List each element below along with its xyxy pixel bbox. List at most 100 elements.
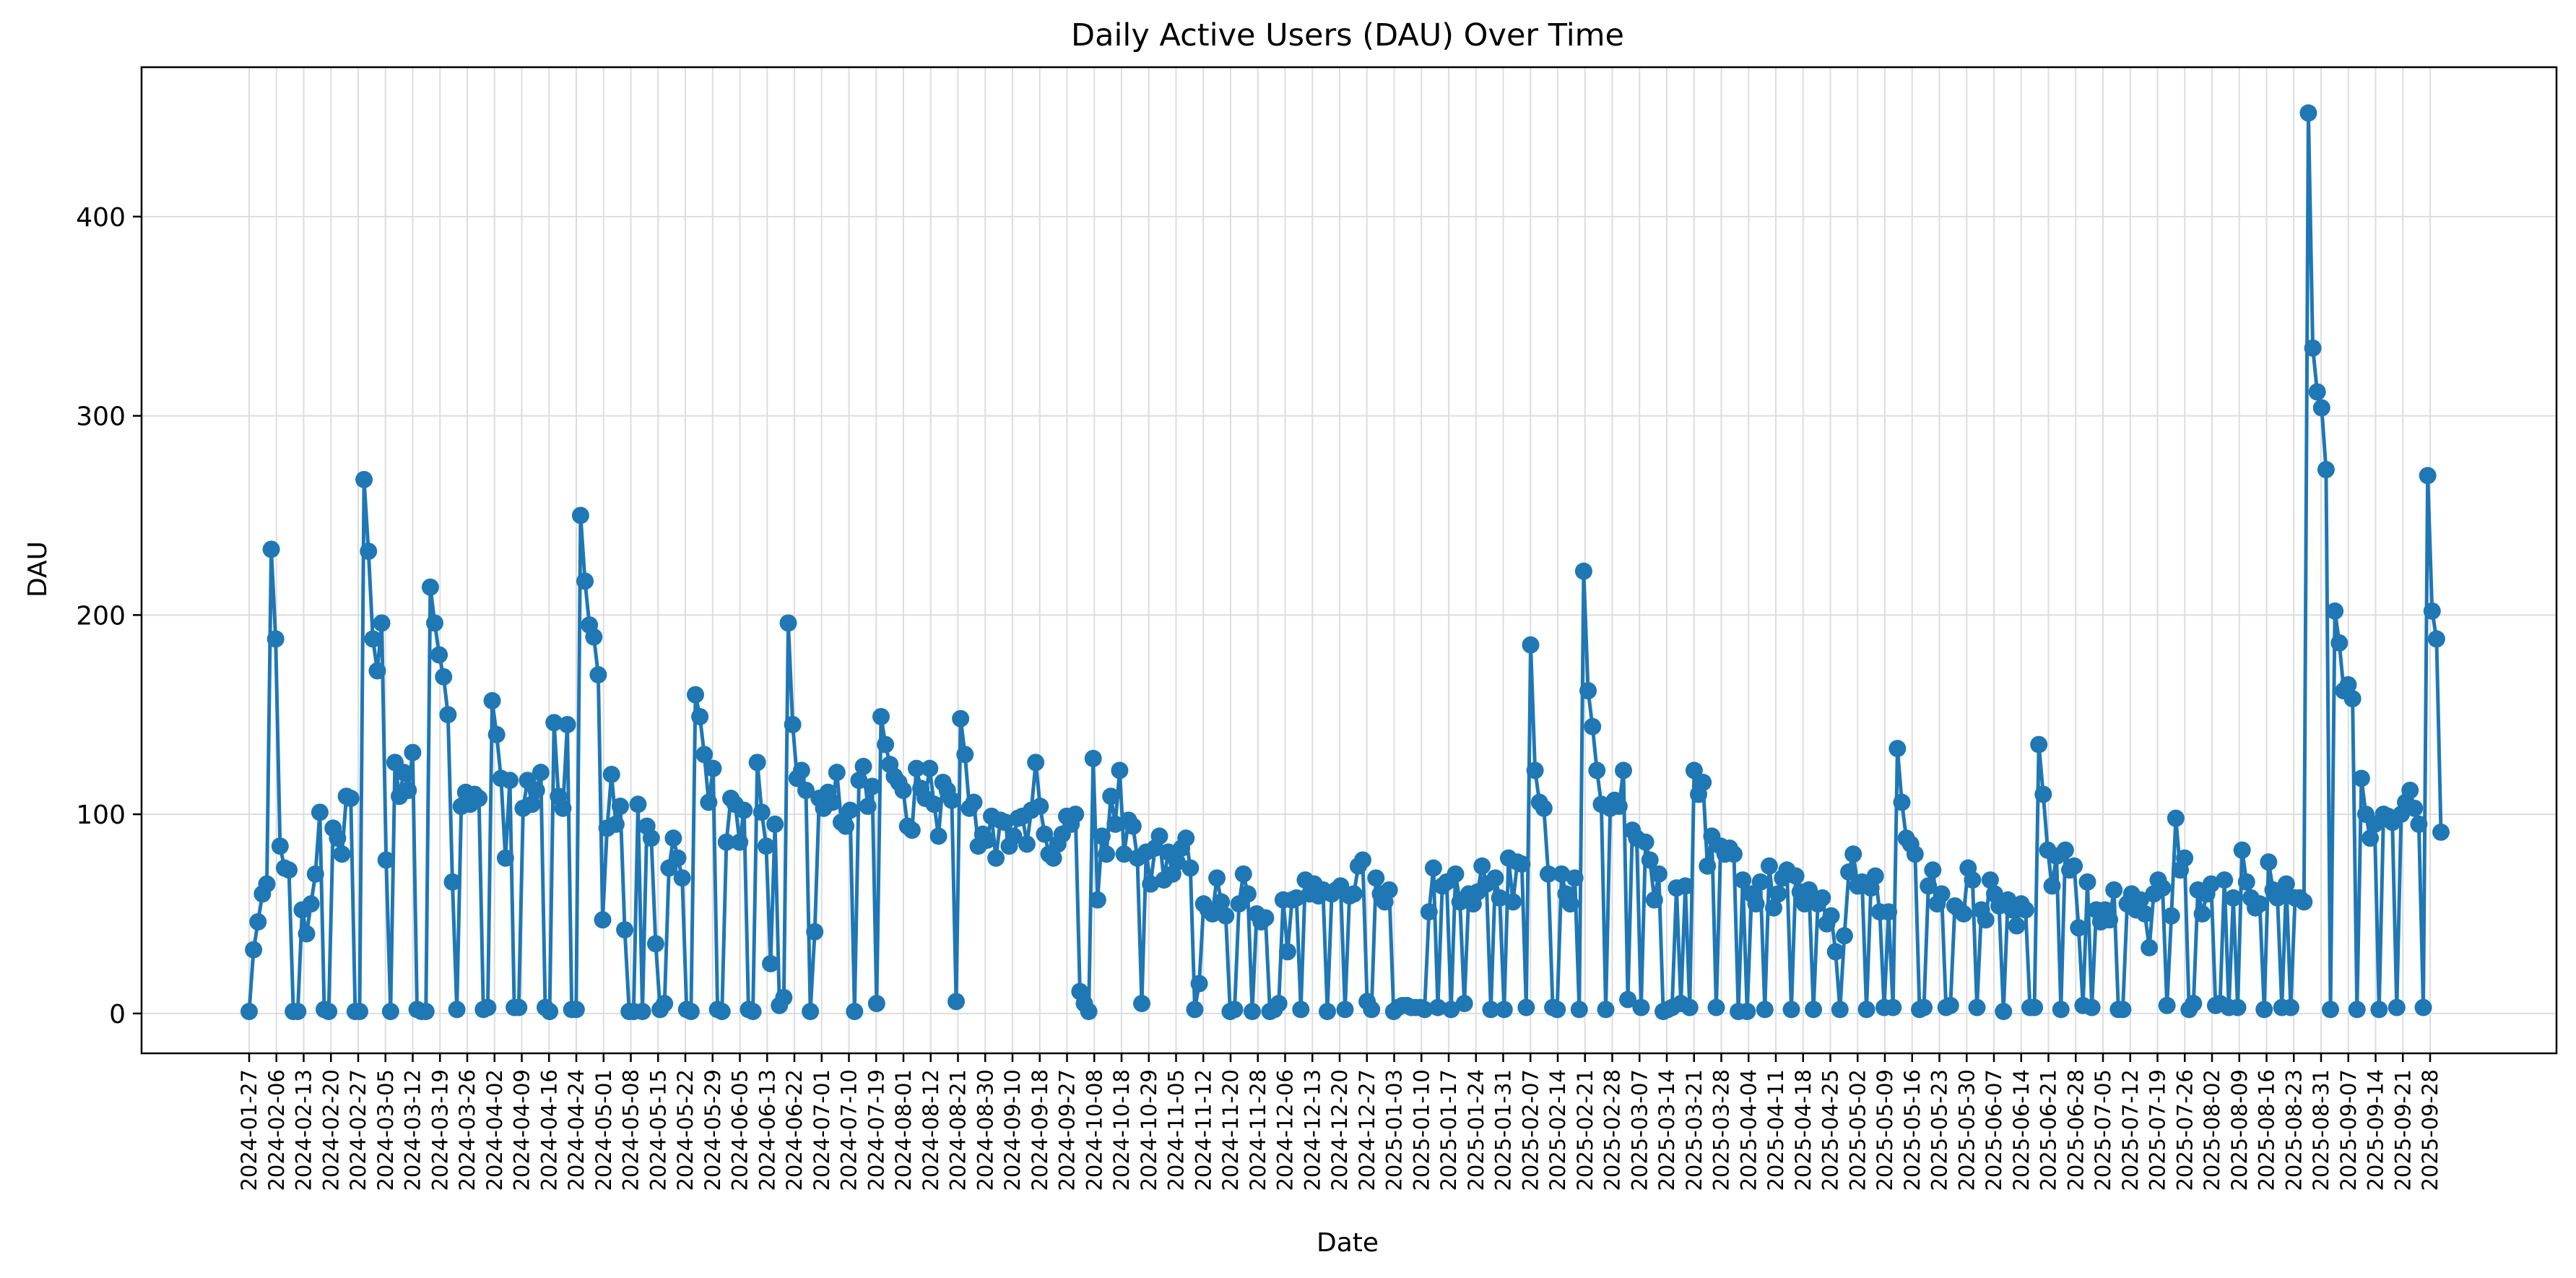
data-point (1067, 806, 1085, 824)
data-point (1955, 904, 1973, 923)
data-point (2131, 891, 2149, 909)
data-point (373, 614, 391, 632)
data-point (2339, 675, 2357, 694)
data-point (1725, 845, 1743, 863)
x-tick-label: 2025-02-28 (1600, 1069, 1625, 1191)
data-point (2432, 823, 2450, 841)
data-point (2056, 841, 2074, 859)
data-point (1353, 851, 1371, 869)
data-point (1964, 871, 1982, 889)
data-point (602, 765, 620, 783)
x-tick-label: 2025-07-19 (2146, 1069, 2170, 1191)
data-point (1888, 740, 1907, 758)
x-tick-label: 2025-01-24 (1464, 1069, 1488, 1191)
data-point (1415, 1001, 1434, 1019)
data-point (554, 799, 572, 817)
data-point (541, 1003, 559, 1021)
data-point (1292, 1001, 1310, 1019)
data-point (2016, 901, 2034, 919)
data-point (925, 795, 943, 813)
data-point (1208, 869, 1226, 887)
data-point (673, 869, 691, 887)
data-point (2308, 383, 2326, 401)
data-point (828, 764, 846, 782)
x-tick-label: 2025-07-26 (2172, 1069, 2197, 1191)
data-point (355, 470, 373, 488)
data-point (616, 921, 634, 939)
data-point (1880, 903, 1898, 921)
x-tick-label: 2025-08-16 (2255, 1069, 2279, 1191)
data-point (1906, 845, 1924, 863)
x-tick-label: 2025-06-21 (2037, 1069, 2061, 1191)
data-point (1566, 869, 1584, 887)
x-tick-label: 2024-06-22 (782, 1069, 807, 1191)
data-point (1031, 798, 1049, 816)
data-point (854, 757, 872, 775)
data-point (1787, 867, 1805, 885)
data-point (1442, 1001, 1460, 1019)
data-point (2295, 893, 2313, 911)
x-tick-label: 2024-07-10 (837, 1069, 862, 1191)
data-point (527, 782, 545, 799)
x-tick-label: 2024-09-10 (1000, 1069, 1025, 1191)
x-tick-label: 2025-03-28 (1709, 1069, 1734, 1191)
data-point (266, 630, 285, 648)
data-point (2167, 809, 2185, 827)
y-tick-label: 200 (76, 601, 126, 631)
data-point (2414, 998, 2432, 1016)
data-point (2255, 1001, 2273, 1019)
data-point (2176, 849, 2194, 867)
data-point (1584, 717, 1602, 735)
data-point (1504, 893, 1522, 911)
x-tick-label: 2025-04-04 (1736, 1069, 1761, 1191)
x-tick-label: 2024-06-13 (755, 1069, 779, 1191)
data-point (792, 761, 810, 780)
x-tick-label: 2024-10-18 (1109, 1069, 1134, 1191)
data-point (448, 1001, 466, 1019)
x-tick-label: 2025-05-09 (1873, 1069, 1897, 1191)
data-point (381, 1003, 399, 1021)
data-point (775, 988, 793, 1006)
data-point (1756, 1001, 1774, 1019)
data-point (1995, 1003, 2013, 1021)
data-point (1760, 857, 1778, 875)
data-point (1920, 877, 1938, 895)
data-point (306, 865, 324, 883)
data-point (2114, 1001, 2132, 1019)
x-tick-label: 2025-08-02 (2200, 1069, 2224, 1191)
data-point (2224, 889, 2242, 907)
data-point (1649, 865, 1668, 883)
data-point (2136, 904, 2154, 923)
data-point (2343, 690, 2362, 708)
data-point (1093, 827, 1111, 845)
data-point (1893, 793, 1911, 811)
data-point (2330, 634, 2349, 652)
data-point (1234, 865, 1252, 883)
x-tick-label: 2024-07-19 (864, 1069, 888, 1191)
data-point (921, 759, 939, 777)
data-point (695, 746, 714, 764)
data-point (1751, 873, 1769, 891)
x-tick-label: 2024-10-08 (1082, 1069, 1106, 1191)
data-point (1822, 907, 1840, 925)
x-tick-label: 2025-03-21 (1682, 1069, 1707, 1191)
data-point (2141, 938, 2159, 957)
data-point (320, 1003, 338, 1021)
y-tick-label: 100 (76, 800, 126, 830)
data-point (1884, 998, 1902, 1016)
data-point (872, 707, 890, 725)
data-point (1345, 885, 1363, 903)
data-point (2154, 879, 2172, 897)
data-point (823, 793, 841, 811)
x-tick-label: 2024-08-30 (973, 1069, 997, 1191)
data-point (1420, 903, 1438, 921)
data-point (1539, 865, 1557, 883)
data-point (1181, 859, 1200, 877)
data-point (1226, 1001, 1244, 1019)
data-point (633, 1003, 651, 1021)
data-point (1645, 891, 1663, 909)
data-point (859, 798, 877, 816)
x-tick-label: 2024-11-05 (1164, 1069, 1189, 1191)
data-point (629, 795, 647, 813)
data-point (2233, 841, 2251, 859)
